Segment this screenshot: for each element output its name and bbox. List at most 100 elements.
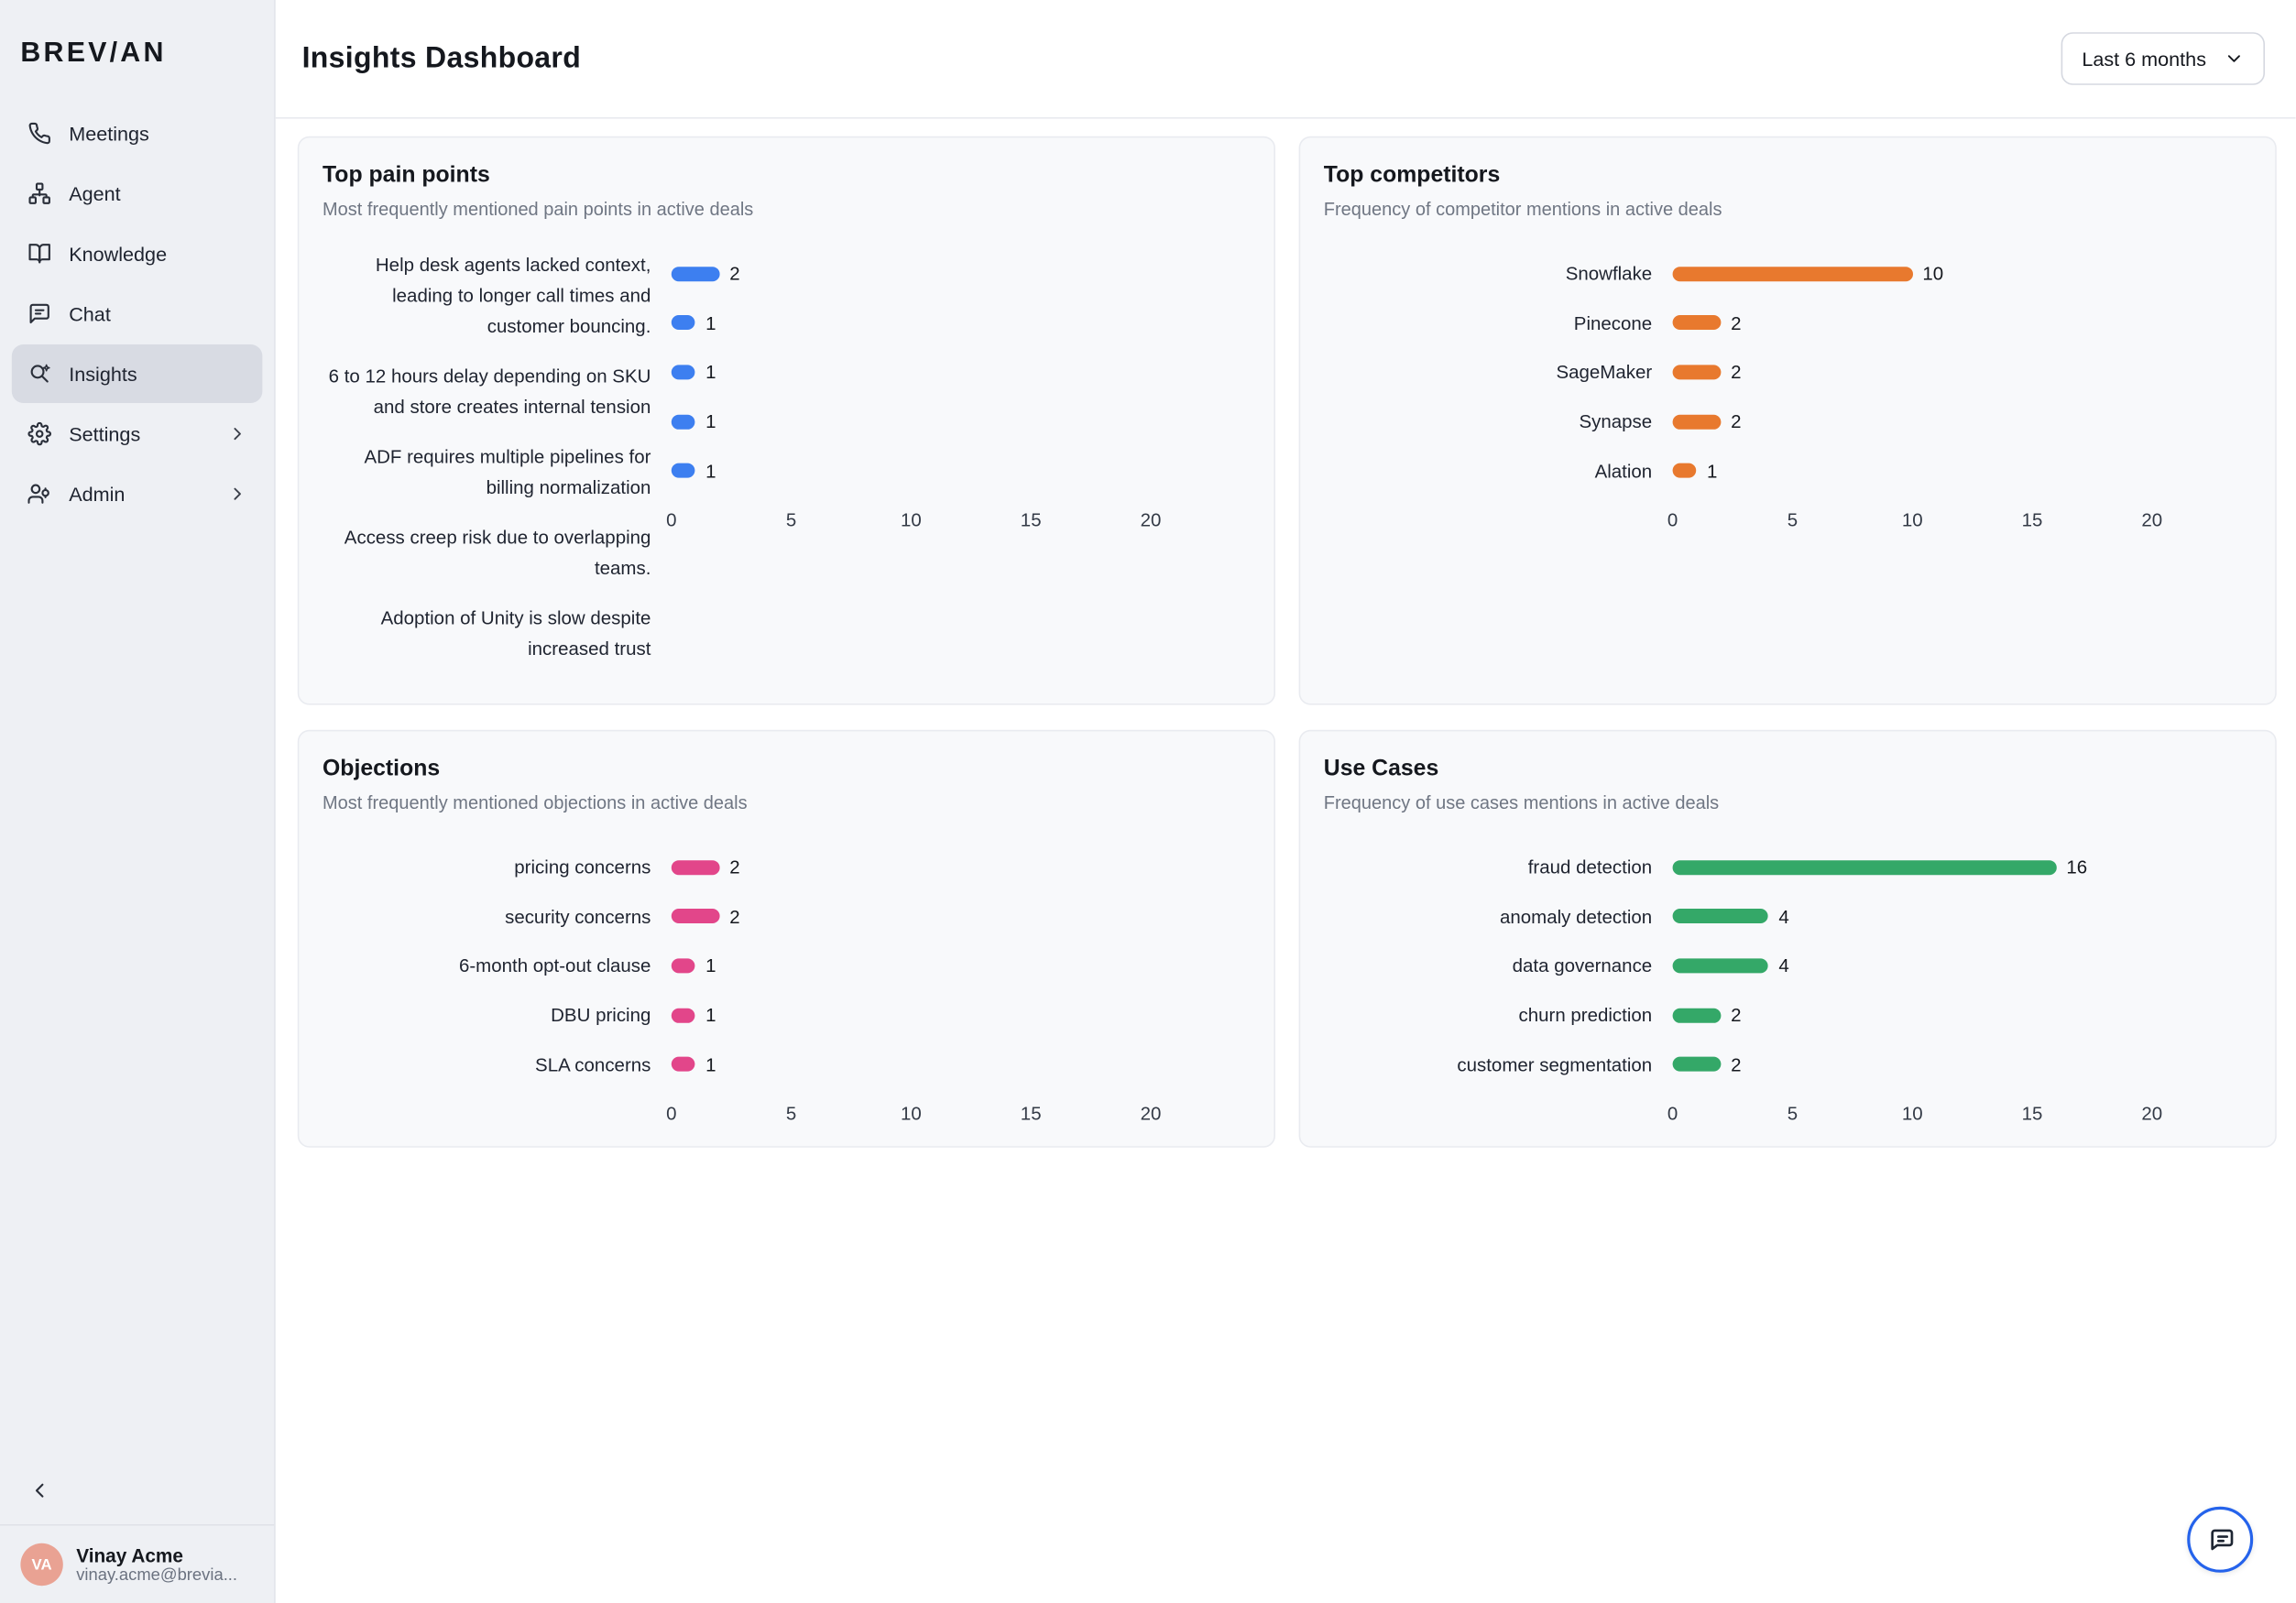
user-name: Vinay Acme <box>76 1544 183 1567</box>
chart-x-axis: 0 5 10 15 20 <box>1667 1102 2162 1126</box>
axis-tick-label: 0 <box>666 1102 677 1125</box>
bar <box>1672 859 2057 875</box>
axis-tick-label: 10 <box>901 1102 922 1125</box>
bar-row: 4 <box>1672 942 2171 991</box>
bar-row: 1 <box>671 397 1170 446</box>
knowledge-icon <box>27 241 51 266</box>
axis-tick-label: 20 <box>1140 508 1162 531</box>
category-label: customer segmentation <box>1457 1052 1653 1075</box>
category-label: Snowflake <box>1565 262 1653 285</box>
chart-body: Help desk agents lacked context, leading… <box>323 249 1251 683</box>
sidebar-item-knowledge[interactable]: Knowledge <box>12 224 263 283</box>
bar-value-label: 10 <box>1922 262 1944 285</box>
chart-body: Snowflake Pinecone SageMaker Synapse Alation… <box>1324 249 2252 532</box>
insights-icon <box>27 361 51 386</box>
bar-row: 2 <box>1672 299 2171 348</box>
category-label: SLA concerns <box>535 1052 651 1075</box>
sidebar-item-meetings[interactable]: Meetings <box>12 104 263 163</box>
axis-tick-label: 0 <box>1667 508 1678 531</box>
chart-subtitle: Frequency of competitor mentions in acti… <box>1323 199 1722 220</box>
chevron-right-icon <box>227 423 247 443</box>
bar-value-label: 2 <box>729 856 740 878</box>
sidebar-item-agent[interactable]: Agent <box>12 164 263 223</box>
bar-row: 1 <box>671 990 1170 1040</box>
chart-category-labels: Help desk agents lacked context, leading… <box>323 249 651 683</box>
bar-value-label: 1 <box>705 459 716 482</box>
bar-value-label: 2 <box>729 262 740 285</box>
bar-value-label: 16 <box>2066 856 2088 878</box>
bar-row: 1 <box>1672 446 2171 496</box>
sidebar: BREV/AN Meetings Agent Knowledge <box>0 0 276 1603</box>
bar <box>671 958 695 974</box>
chart-title: Objections <box>323 756 441 781</box>
bar-value-label: 4 <box>1778 954 1789 977</box>
chart-plot: 2 2 1 1 1 0 5 10 15 20 <box>666 843 1170 1126</box>
chart-plot: 10 2 2 2 1 0 5 10 15 20 <box>1667 249 2171 532</box>
category-label: Synapse <box>1579 410 1653 433</box>
chart-card: Top competitors Frequency of competitor … <box>1298 136 2277 705</box>
bar <box>671 365 695 380</box>
bar <box>671 909 720 924</box>
chart-category-labels: fraud detection anomaly detection data gov… <box>1324 843 1652 1126</box>
bar <box>671 1056 695 1072</box>
category-label: DBU pricing <box>551 1004 651 1027</box>
bar-row: 2 <box>1672 1040 2171 1089</box>
bar-value-label: 1 <box>705 361 716 384</box>
chart-card: Top pain points Most frequently mentione… <box>297 136 1275 705</box>
bar <box>1672 463 1697 478</box>
category-label: 6-month opt-out clause <box>458 954 651 977</box>
bar-value-label: 1 <box>705 1052 716 1075</box>
bar <box>671 414 695 430</box>
chart-card: Objections Most frequently mentioned obj… <box>297 729 1275 1148</box>
bar <box>1672 1056 1721 1072</box>
sidebar-item-settings[interactable]: Settings <box>12 405 263 463</box>
bar <box>671 266 720 281</box>
chart-bars: 10 2 2 2 1 <box>1672 249 2171 496</box>
charts-grid: Top pain points Most frequently mentione… <box>297 136 2277 1148</box>
bar-row: 2 <box>671 843 1170 892</box>
axis-tick-label: 0 <box>1667 1102 1678 1125</box>
chart-title: Top competitors <box>1323 162 1501 188</box>
chart-subtitle: Frequency of use cases mentions in activ… <box>1323 792 1720 813</box>
chart-category-labels: Snowflake Pinecone SageMaker Synapse Alation <box>1324 249 1652 532</box>
sidebar-item-label: Knowledge <box>69 242 168 265</box>
bar-row: 2 <box>1672 397 2171 446</box>
bar <box>671 463 695 478</box>
sidebar-item-chat[interactable]: Chat <box>12 284 263 343</box>
sidebar-nav: Meetings Agent Knowledge Chat <box>0 104 274 525</box>
bar-row: 10 <box>1672 249 2171 299</box>
bar-value-label: 1 <box>1706 459 1718 482</box>
sidebar-collapse-button[interactable] <box>20 1475 59 1513</box>
bar-row: 2 <box>671 249 1170 299</box>
chevron-left-icon <box>27 1478 51 1510</box>
axis-tick-label: 20 <box>2141 1102 2163 1125</box>
chart-category-labels: pricing concerns security concerns 6-month… <box>323 843 651 1126</box>
sidebar-item-label: Insights <box>69 363 137 385</box>
bar-row: 2 <box>671 892 1170 942</box>
user-profile[interactable]: VA Vinay Acme vinay.acme@brevia... <box>0 1524 275 1603</box>
chevron-down-icon <box>2224 49 2244 69</box>
axis-tick-label: 15 <box>2021 508 2043 531</box>
bar-value-label: 2 <box>1731 361 1742 384</box>
settings-icon <box>27 421 51 446</box>
category-label: data governance <box>1512 954 1653 977</box>
category-label: Access creep risk due to overlapping tea… <box>344 526 651 579</box>
admin-icon <box>27 482 51 507</box>
bar-value-label: 2 <box>1731 311 1742 334</box>
category-label: fraud detection <box>1527 856 1653 878</box>
bar <box>671 315 695 331</box>
time-range-select[interactable]: Last 6 months <box>2061 32 2265 85</box>
bar <box>1672 365 1721 380</box>
bar-row: 1 <box>671 942 1170 991</box>
chat-bubble-icon <box>2205 1525 2235 1554</box>
chat-fab-button[interactable] <box>2187 1506 2254 1573</box>
bar-value-label: 1 <box>705 410 716 433</box>
sidebar-item-admin[interactable]: Admin <box>12 464 263 523</box>
chart-x-axis: 0 5 10 15 20 <box>1667 508 2162 532</box>
bar-value-label: 2 <box>1731 1052 1742 1075</box>
sidebar-item-label: Meetings <box>69 122 149 145</box>
bar-value-label: 1 <box>705 954 716 977</box>
sidebar-item-insights[interactable]: Insights <box>11 344 263 403</box>
sidebar-spacer <box>0 525 274 1475</box>
category-label: ADF requires multiple pipelines for bill… <box>364 445 651 498</box>
